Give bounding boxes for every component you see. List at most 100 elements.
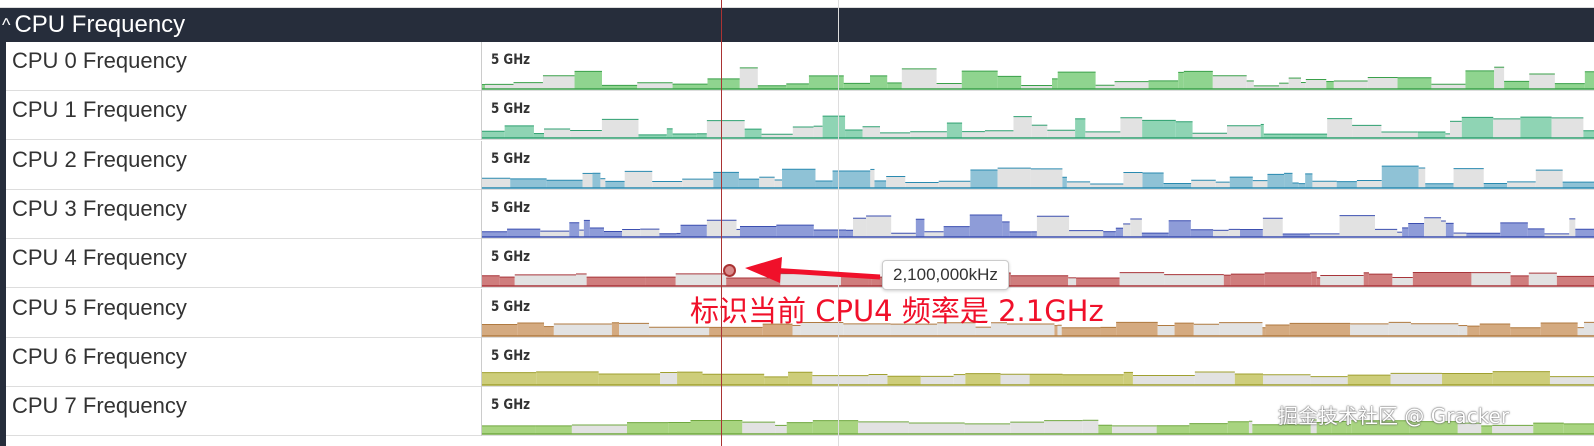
track-canvas[interactable]: 5 GHz bbox=[481, 337, 1594, 387]
frequency-segment bbox=[1540, 322, 1578, 336]
frequency-segment bbox=[1441, 220, 1446, 237]
frequency-segment bbox=[1029, 373, 1063, 385]
frequency-segment bbox=[1175, 122, 1193, 139]
frequency-segment bbox=[845, 130, 863, 139]
frequency-segment bbox=[853, 218, 867, 237]
frequency-segment bbox=[1520, 117, 1552, 139]
frequency-segment bbox=[1090, 183, 1124, 188]
frequency-segment bbox=[943, 226, 970, 237]
frequency-segment bbox=[870, 169, 875, 188]
frequency-segment bbox=[1282, 233, 1310, 237]
frequency-segment bbox=[739, 67, 758, 89]
frequency-segment bbox=[1141, 232, 1169, 237]
chevron-up-icon[interactable]: ^ bbox=[2, 14, 11, 35]
track-canvas[interactable]: 5 GHz bbox=[481, 387, 1594, 437]
frequency-segment bbox=[576, 274, 587, 287]
track-row[interactable]: CPU 0 Frequency 5 GHz bbox=[6, 42, 1594, 91]
frequency-segment bbox=[1551, 118, 1584, 139]
frequency-segment bbox=[652, 181, 683, 188]
frequency-segment bbox=[1494, 67, 1505, 89]
frequency-segment bbox=[1189, 423, 1228, 435]
frequency-segment bbox=[1213, 230, 1229, 237]
frequency-segment bbox=[953, 374, 966, 385]
frequency-segment bbox=[812, 420, 859, 435]
track-name: CPU 2 Frequency bbox=[12, 146, 187, 172]
group-title: CPU Frequency bbox=[14, 11, 186, 38]
frequency-segment bbox=[868, 374, 888, 385]
frequency-segment bbox=[1510, 276, 1529, 287]
frequency-segment bbox=[1528, 273, 1557, 287]
frequency-segment bbox=[1583, 131, 1594, 139]
track-row[interactable]: CPU 2 Frequency 5 GHz bbox=[6, 140, 1594, 190]
frequency-segment bbox=[910, 131, 947, 139]
track-row[interactable]: CPU 1 Frequency 5 GHz bbox=[6, 91, 1594, 141]
frequency-graph bbox=[482, 66, 1594, 90]
frequency-graph bbox=[482, 115, 1594, 140]
frequency-segment bbox=[638, 135, 667, 139]
frequency-segment bbox=[544, 129, 571, 139]
frequency-segment bbox=[1562, 181, 1594, 188]
frequency-segment bbox=[507, 229, 541, 237]
frequency-segment bbox=[1191, 179, 1216, 188]
track-canvas[interactable]: 5 GHz bbox=[481, 189, 1594, 239]
timeline-cursor-line[interactable] bbox=[721, 0, 722, 446]
track-row[interactable]: CPU 3 Frequency 5 GHz bbox=[6, 189, 1594, 239]
frequency-segment bbox=[1163, 183, 1192, 188]
group-header-cpu-frequency[interactable]: ^ CPU Frequency bbox=[0, 8, 1594, 42]
frequency-segment bbox=[997, 76, 1022, 89]
frequency-segment bbox=[482, 131, 505, 139]
frequency-segment bbox=[1100, 326, 1117, 336]
frequency-segment bbox=[874, 180, 887, 188]
track-canvas[interactable]: 5 GHz bbox=[481, 42, 1594, 91]
frequency-segment bbox=[1115, 228, 1124, 237]
frequency-segment bbox=[1010, 422, 1045, 435]
frequency-segment bbox=[800, 322, 844, 336]
frequency-segment bbox=[1010, 275, 1069, 287]
frequency-segment bbox=[1392, 277, 1413, 287]
frequency-segment bbox=[1289, 322, 1351, 336]
track-row[interactable]: CPU 5 Frequency 5 GHz bbox=[6, 288, 1594, 338]
frequency-segment bbox=[1157, 325, 1175, 336]
frequency-segment bbox=[1234, 373, 1263, 385]
frequency-segment bbox=[482, 275, 500, 287]
group-left-bar bbox=[0, 42, 6, 446]
frequency-segment bbox=[1123, 172, 1143, 188]
frequency-segment bbox=[990, 322, 1008, 336]
frequency-segment bbox=[843, 323, 891, 336]
frequency-segment bbox=[937, 322, 976, 336]
track-canvas[interactable]: 5 GHz bbox=[481, 140, 1594, 190]
frequency-segment bbox=[1223, 275, 1231, 287]
frequency-segment bbox=[1309, 233, 1340, 237]
frequency-segment bbox=[1260, 124, 1264, 139]
track-canvas[interactable]: 5 GHz bbox=[481, 91, 1594, 141]
frequency-segment bbox=[1194, 371, 1235, 385]
frequency-segment bbox=[1529, 74, 1555, 89]
frequency-segment bbox=[514, 275, 577, 287]
track-row[interactable]: CPU 7 Frequency 5 GHz bbox=[6, 387, 1594, 437]
frequency-segment bbox=[601, 119, 639, 139]
frequency-segment bbox=[965, 373, 1001, 385]
frequency-segment bbox=[761, 134, 793, 139]
frequency-segment bbox=[1103, 231, 1116, 237]
frequency-segment bbox=[1168, 220, 1191, 237]
frequency-segment bbox=[1229, 176, 1253, 188]
frequency-segment bbox=[592, 172, 601, 188]
frequency-segment bbox=[1466, 233, 1501, 237]
frequency-segment bbox=[890, 323, 938, 336]
frequency-segment bbox=[1062, 374, 1124, 385]
frequency-segment bbox=[1397, 77, 1432, 89]
frequency-segment bbox=[938, 180, 971, 188]
frequency-segment bbox=[535, 426, 572, 435]
frequency-segment bbox=[742, 422, 776, 435]
frequency-segment bbox=[738, 178, 760, 188]
frequency-segment bbox=[962, 131, 985, 139]
track-row[interactable]: CPU 6 Frequency 5 GHz bbox=[6, 337, 1594, 387]
frequency-segment bbox=[1288, 78, 1302, 89]
frequency-segment bbox=[887, 376, 921, 385]
frequency-segment bbox=[1052, 78, 1058, 89]
track-canvas[interactable]: 5 GHz bbox=[481, 288, 1594, 338]
frequency-segment bbox=[553, 323, 612, 336]
frequency-segment bbox=[786, 422, 813, 435]
frequency-segment bbox=[1412, 272, 1472, 287]
frequency-segment bbox=[709, 326, 763, 336]
